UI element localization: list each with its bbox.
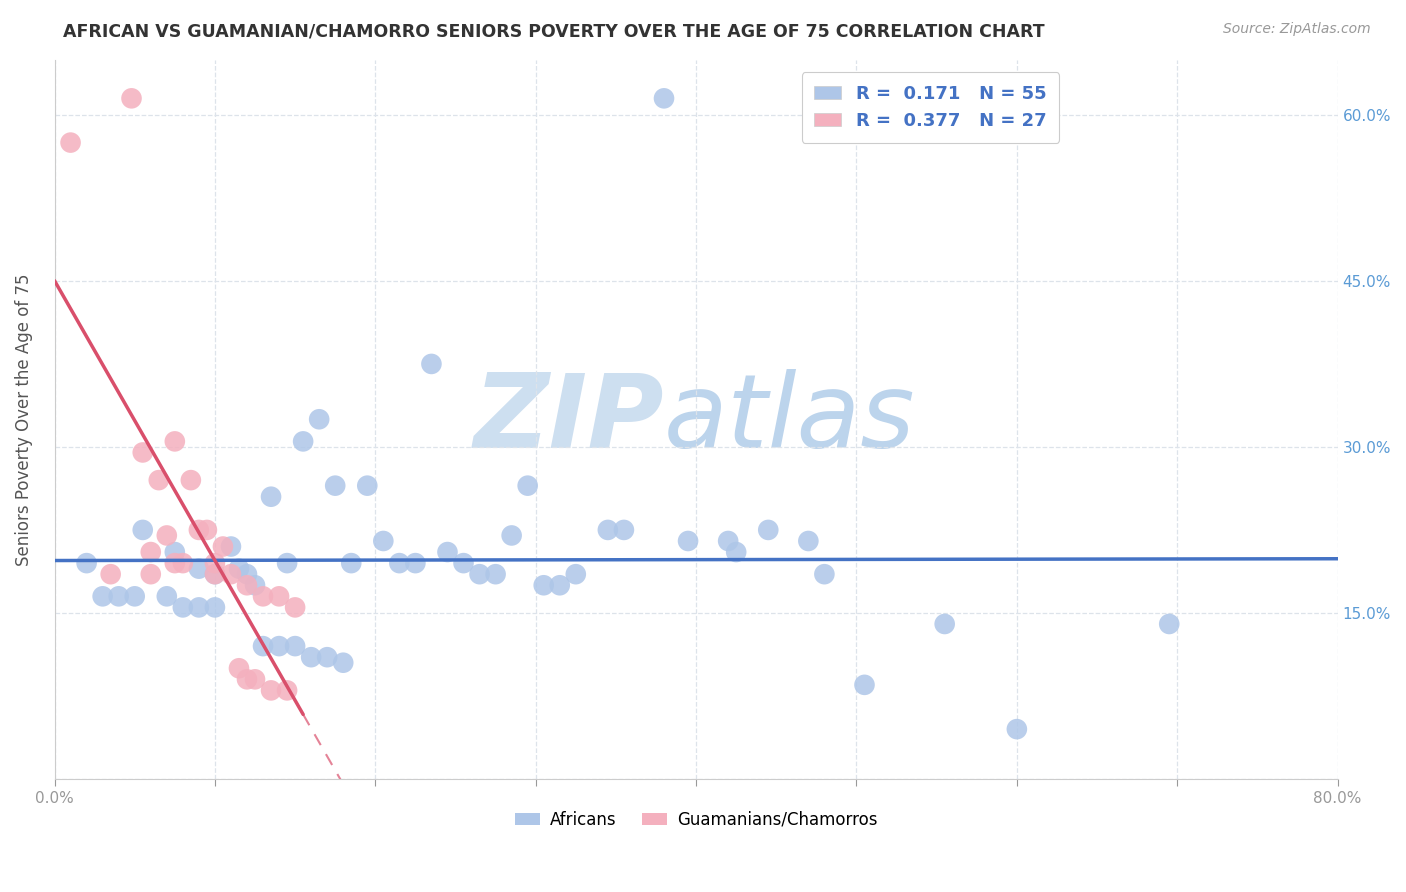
Point [124, 590, 146, 604]
Point [156, 590, 179, 604]
Point [340, 556, 363, 570]
Legend: Africans, Guamanians/Chamorros: Africans, Guamanians/Chamorros [509, 804, 884, 835]
Point [284, 600, 307, 615]
Point [204, 556, 226, 570]
Point [59, 136, 82, 150]
Point [163, 434, 186, 449]
Point [252, 639, 274, 653]
Point [373, 533, 395, 548]
Point [276, 556, 298, 570]
Point [267, 590, 290, 604]
Point [276, 683, 298, 698]
Point [243, 578, 266, 592]
Point [316, 650, 339, 665]
Point [212, 540, 235, 554]
Point [260, 683, 283, 698]
Point [533, 578, 555, 592]
Point [219, 567, 242, 582]
Point [436, 545, 458, 559]
Point [717, 533, 740, 548]
Point [228, 562, 250, 576]
Y-axis label: Seniors Poverty Over the Age of 75: Seniors Poverty Over the Age of 75 [15, 273, 32, 566]
Point [204, 567, 226, 582]
Point [91, 590, 114, 604]
Point [252, 590, 274, 604]
Point [652, 91, 675, 105]
Point [172, 556, 194, 570]
Point [163, 545, 186, 559]
Point [934, 617, 956, 632]
Point [243, 673, 266, 687]
Point [596, 523, 619, 537]
Point [236, 578, 259, 592]
Point [813, 567, 835, 582]
Text: ZIP: ZIP [474, 368, 664, 470]
Point [172, 600, 194, 615]
Point [420, 357, 443, 371]
Text: atlas: atlas [664, 369, 915, 469]
Point [236, 567, 259, 582]
Point [148, 473, 170, 487]
Point [356, 478, 378, 492]
Point [107, 590, 129, 604]
Point [156, 528, 179, 542]
Point [139, 567, 162, 582]
Point [267, 639, 290, 653]
Point [100, 567, 122, 582]
Point [468, 567, 491, 582]
Point [388, 556, 411, 570]
Point [204, 600, 226, 615]
Point [163, 556, 186, 570]
Point [725, 545, 748, 559]
Point [308, 412, 330, 426]
Point [1005, 722, 1028, 736]
Point [219, 540, 242, 554]
Point [756, 523, 779, 537]
Point [260, 490, 283, 504]
Point [548, 578, 571, 592]
Point [853, 678, 876, 692]
Point [332, 656, 354, 670]
Point [797, 533, 820, 548]
Point [132, 523, 155, 537]
Point [516, 478, 538, 492]
Point [292, 434, 315, 449]
Point [187, 600, 209, 615]
Point [484, 567, 506, 582]
Point [676, 533, 699, 548]
Point [236, 673, 259, 687]
Point [132, 445, 155, 459]
Point [195, 523, 218, 537]
Point [284, 639, 307, 653]
Point [187, 562, 209, 576]
Point [299, 650, 322, 665]
Point [404, 556, 426, 570]
Point [204, 567, 226, 582]
Text: AFRICAN VS GUAMANIAN/CHAMORRO SENIORS POVERTY OVER THE AGE OF 75 CORRELATION CHA: AFRICAN VS GUAMANIAN/CHAMORRO SENIORS PO… [63, 22, 1045, 40]
Point [453, 556, 475, 570]
Point [613, 523, 636, 537]
Point [228, 661, 250, 675]
Text: Source: ZipAtlas.com: Source: ZipAtlas.com [1223, 22, 1371, 37]
Point [187, 523, 209, 537]
Point [139, 545, 162, 559]
Point [180, 473, 202, 487]
Point [501, 528, 523, 542]
Point [121, 91, 143, 105]
Point [565, 567, 588, 582]
Point [1159, 617, 1181, 632]
Point [323, 478, 346, 492]
Point [76, 556, 98, 570]
